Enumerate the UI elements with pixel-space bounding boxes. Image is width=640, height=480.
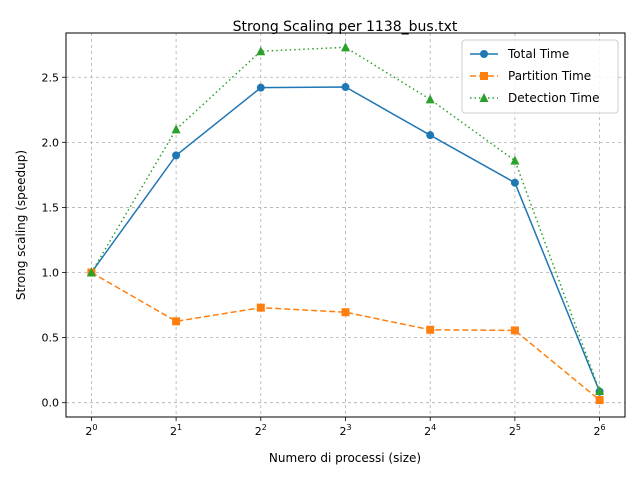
data-point: [595, 385, 605, 395]
data-point: [510, 178, 519, 187]
x-axis-ticks: 20 21 22 23 24 25 26: [85, 417, 606, 438]
y-axis-ticks: 0.0 0.5 1.0 1.5 2.0 2.5: [42, 71, 66, 410]
y-tick-label: 2.5: [42, 71, 60, 84]
data-point: [256, 46, 266, 56]
data-point: [171, 124, 181, 134]
y-axis-label: Strong scaling (speedup): [14, 150, 28, 300]
x-tick-label: 23: [339, 423, 351, 438]
grid: [66, 33, 625, 417]
data-point: [425, 94, 435, 104]
data-point: [595, 396, 604, 405]
legend-item: Detection Time: [470, 91, 599, 105]
x-tick-label: 24: [424, 423, 436, 438]
data-point: [341, 83, 350, 92]
data-point: [86, 267, 96, 277]
series-layer: [86, 42, 605, 405]
legend-item: Total Time: [470, 47, 569, 61]
data-point: [426, 325, 435, 334]
x-tick-label: 25: [509, 423, 521, 438]
x-tick-label: 20: [85, 423, 97, 438]
y-tick-label: 0.5: [42, 332, 60, 345]
data-point: [341, 308, 350, 317]
legend-swatch-marker: [480, 50, 488, 58]
legend-label: Total Time: [507, 47, 569, 61]
legend: Total Time Partition Time Detection Time: [461, 39, 619, 114]
legend-swatch-marker: [479, 93, 489, 102]
x-tick-label: 21: [170, 423, 182, 438]
data-point: [172, 317, 181, 326]
y-tick-label: 0.0: [42, 397, 60, 410]
legend-item: Partition Time: [470, 69, 591, 83]
legend-label: Partition Time: [508, 69, 591, 83]
data-point: [510, 155, 520, 165]
y-tick-label: 1.5: [42, 201, 60, 214]
y-tick-label: 1.0: [42, 267, 60, 280]
data-point: [510, 326, 519, 335]
data-point: [341, 42, 350, 52]
y-tick-label: 2.0: [42, 136, 60, 149]
data-point: [426, 131, 435, 140]
data-point: [256, 303, 265, 312]
x-tick-label: 26: [594, 423, 606, 438]
series-detection-time: [86, 42, 605, 395]
legend-label: Detection Time: [508, 91, 599, 105]
data-point: [172, 151, 181, 160]
legend-box: [461, 39, 619, 114]
x-tick-label: 22: [255, 423, 267, 438]
data-point: [256, 83, 265, 92]
chart-title: Strong Scaling per 1138_bus.txt: [233, 19, 458, 35]
legend-swatch-marker: [480, 72, 488, 80]
x-axis-label: Numero di processi (size): [269, 451, 421, 465]
